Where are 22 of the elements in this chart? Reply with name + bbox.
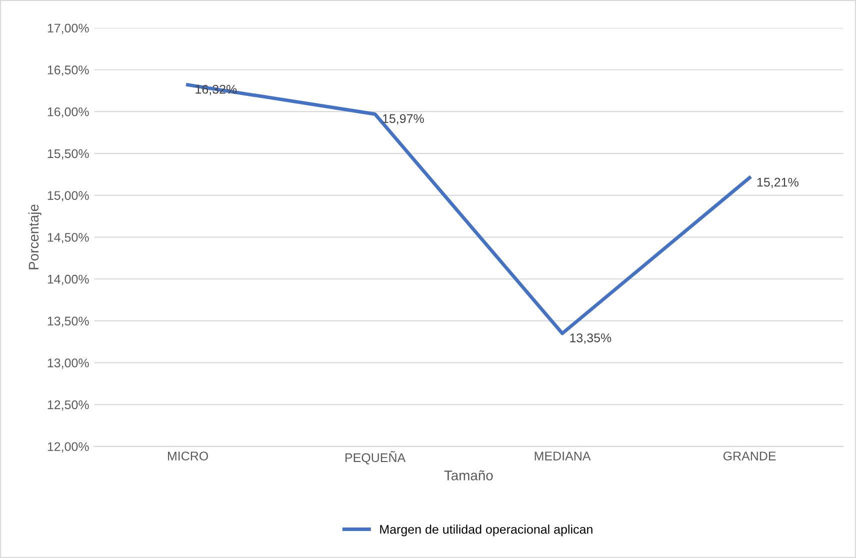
- y-tick-label: 15,00%: [48, 191, 89, 202]
- data-label: 15,21%: [757, 178, 798, 188]
- x-tick-label: GRANDE: [723, 452, 776, 460]
- y-tick-label: 14,00%: [48, 274, 89, 286]
- y-tick-label: 12,00%: [48, 442, 89, 453]
- x-tick-label: MEDIANA: [534, 452, 591, 460]
- y-axis-title: Porcentaje: [28, 204, 42, 270]
- line-series: [186, 83, 752, 336]
- data-label: 15,97%: [382, 114, 424, 124]
- y-tick-label: 15,50%: [48, 149, 89, 160]
- y-tick-label: 13,50%: [48, 316, 89, 327]
- y-tick-label: 14,50%: [48, 232, 89, 244]
- x-tick-label: PEQUEÑA: [345, 451, 406, 464]
- y-tick-label: 13,00%: [48, 358, 89, 369]
- x-tick-label: MICRO: [168, 452, 208, 460]
- y-tick-label: 16,00%: [48, 107, 89, 118]
- data-label: 13,35%: [570, 333, 612, 344]
- y-tick-label: 16,50%: [48, 66, 89, 76]
- x-axis-title: Tamaño: [444, 470, 493, 480]
- legend-label: Margen de utilidad operacional aplican: [380, 524, 592, 536]
- y-tick-label: 12,50%: [48, 400, 89, 411]
- y-tick-label: 17,00%: [48, 24, 89, 34]
